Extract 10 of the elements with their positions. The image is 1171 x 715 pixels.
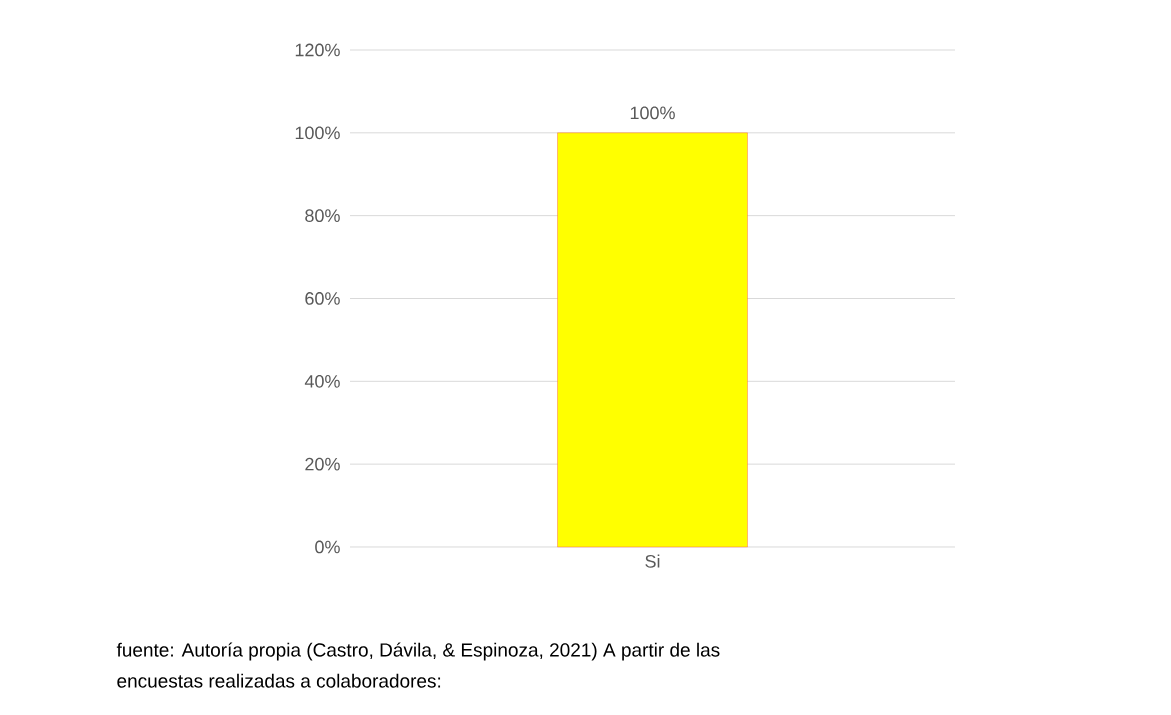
y-tick-label: 40% [304, 374, 340, 388]
y-tick-label: 120% [295, 43, 340, 57]
y-tick-label: 80% [305, 209, 340, 223]
y-tick-label: 0% [315, 540, 340, 554]
y-tick-label: 20% [305, 457, 340, 471]
y-tick-label: 60% [305, 292, 340, 305]
x-tick-label: Si [645, 554, 660, 568]
data-label: 100% [630, 106, 675, 120]
y-tick-label: 100% [295, 126, 340, 140]
source-note: fuente: Autoría propia (Castro, Dávila, & Espinoza, 2021) A partir de las encuestas realizadas a colaboradores: [116, 642, 720, 688]
